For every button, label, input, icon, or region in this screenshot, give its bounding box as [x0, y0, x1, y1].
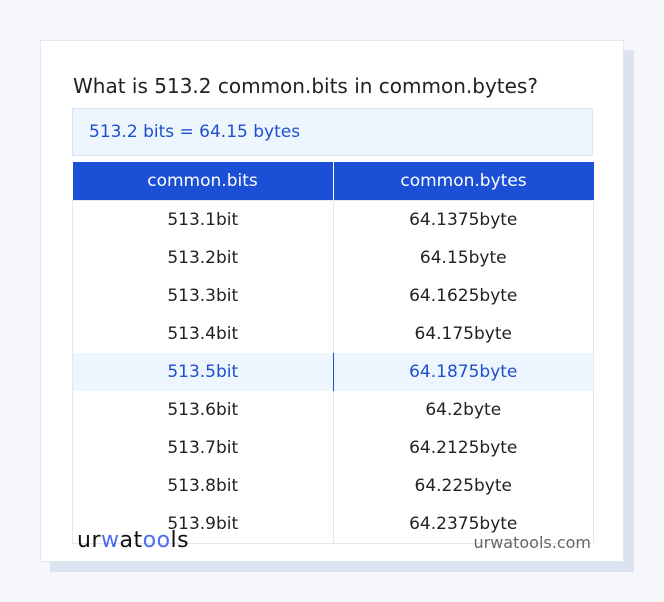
table-cell: 513.5bit	[72, 353, 334, 391]
table-cell: 64.2125byte	[409, 438, 518, 458]
table-row: 513.1bit 64.1375byte	[72, 200, 594, 239]
table-cell: 513.7bit	[72, 429, 334, 467]
table-cell: 513.1bit	[72, 200, 334, 239]
table-cell: 64.2byte	[425, 400, 502, 420]
table-row: 513.2bit 64.15byte	[72, 239, 594, 277]
table-cell: 513.8bit	[72, 467, 334, 505]
table-cell: 64.2375byte	[409, 514, 518, 534]
column-header: common.bytes	[333, 162, 594, 201]
table-row: 513.6bit 64.2byte	[72, 391, 594, 429]
table-cell: 64.15byte	[419, 248, 507, 268]
table-cell: 513.4bit	[72, 315, 334, 353]
conversion-table: common.bits common.bytes 513.1bit 64.1375…	[72, 162, 594, 544]
page-title: What is 513.2 common.bits in common.byte…	[73, 74, 538, 98]
table-cell: 513.6bit	[72, 391, 334, 429]
table-row: 513.5bit 64.1875byte	[72, 353, 594, 391]
table-cell: 64.225byte	[414, 476, 512, 496]
table-row: 513.8bit 64.225byte	[72, 467, 594, 505]
table-row: 513.3bit 64.1625byte	[72, 277, 594, 315]
table-row: 513.9bit 64.2375byte	[72, 505, 594, 544]
column-header: common.bits	[72, 162, 334, 201]
table-cell: 64.1375byte	[409, 210, 518, 230]
table-cell: 64.1875byte	[333, 353, 594, 391]
site-link[interactable]: urwatools.com	[473, 533, 592, 552]
urwatools-logo[interactable]: urwatools	[77, 528, 190, 553]
table-row: 513.7bit 64.2125byte	[72, 429, 594, 467]
table-cell: 513.2bit	[72, 239, 334, 277]
table-cell: 513.9bit	[72, 505, 334, 544]
table-row: 513.4bit 64.175byte	[72, 315, 594, 353]
table-cell: 64.1625byte	[409, 286, 518, 306]
table-cell: 64.175byte	[414, 324, 512, 344]
table-cell: 513.3bit	[72, 277, 334, 315]
converter-card: What is 513.2 common.bits in common.byte…	[40, 40, 624, 562]
result-box: 513.2 bits = 64.15 bytes	[72, 108, 593, 156]
